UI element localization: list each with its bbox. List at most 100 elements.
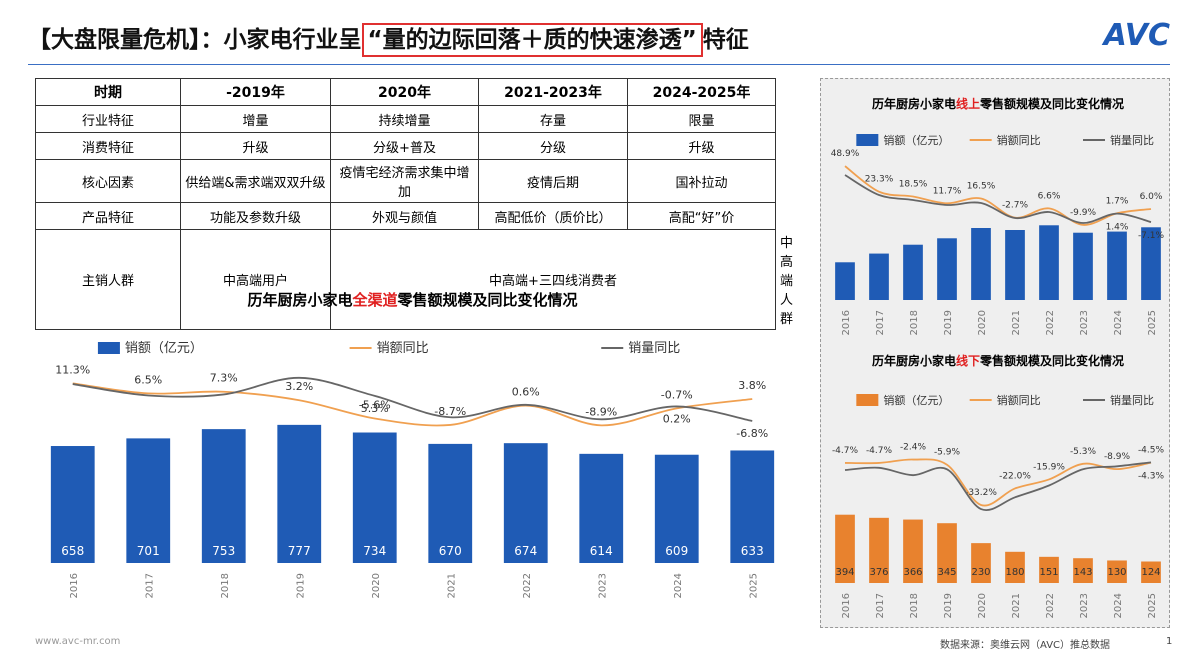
- table-cell: 分级: [478, 132, 628, 160]
- bar: [428, 443, 473, 563]
- x-tick-label: 2023: [1079, 593, 1090, 618]
- bar: [835, 262, 855, 300]
- bar-value-label: 130: [1107, 567, 1126, 578]
- bar: [201, 429, 246, 563]
- slide-title: 【大盘限量危机】：小家电行业呈 “量的边际回落＋质的快速渗透” 特征: [28, 20, 749, 57]
- x-tick-label: 2016: [841, 310, 852, 335]
- bar-value-label: 366: [903, 567, 922, 578]
- header-cell: 2024-2025年: [627, 78, 776, 106]
- legend-label: 销额（亿元）: [125, 341, 203, 356]
- footer-site: www.avc-mr.com: [35, 636, 121, 647]
- chart-title: 历年厨房小家电线上零售额规模及同比变化情况: [872, 96, 1124, 111]
- line-value-label: -5.9%: [934, 448, 961, 458]
- table-cell: 中高端用户: [180, 229, 331, 330]
- chart-title: 历年厨房小家电全渠道零售额规模及同比变化情况: [247, 291, 577, 309]
- chart-title: 历年厨房小家电线下零售额规模及同比变化情况: [872, 353, 1124, 368]
- x-tick-label: 2025: [1147, 310, 1158, 335]
- title-part: 零售额规模及同比变化情况: [979, 96, 1124, 111]
- bar: [352, 432, 397, 563]
- bar: [1073, 558, 1093, 583]
- line-value-label: 6.6%: [1038, 191, 1061, 201]
- x-tick-label: 2022: [1045, 310, 1056, 335]
- x-tick-label: 2019: [943, 593, 954, 618]
- bar-value-label: 734: [363, 544, 386, 558]
- legend-label: 销额同比: [997, 133, 1041, 147]
- bar: [1141, 227, 1161, 300]
- bar-value-label: 701: [137, 544, 160, 558]
- title-part: 全渠道: [351, 291, 397, 309]
- table-cell: 分级+普及: [330, 132, 479, 160]
- bar: [1039, 556, 1059, 583]
- x-tick-label: 2017: [875, 593, 886, 618]
- line-value-label: -4.5%: [1138, 446, 1165, 456]
- legend-label: 销量同比: [628, 341, 680, 356]
- bar-value-label: 345: [937, 567, 956, 578]
- bar: [971, 543, 991, 583]
- line-value-label: 0.2%: [663, 412, 691, 425]
- line-series: [844, 458, 1152, 507]
- bar-value-label: 777: [288, 544, 311, 558]
- x-tick-label: 2022: [522, 573, 533, 598]
- legend-swatch: [856, 134, 879, 146]
- line-value-label: 1.4%: [1106, 223, 1129, 233]
- legend-label: 销额同比: [377, 341, 429, 356]
- title-part: 零售额规模及同比变化情况: [979, 353, 1124, 368]
- table-cell: 疫情后期: [478, 159, 628, 203]
- x-tick-label: 2025: [1147, 593, 1158, 618]
- page-number: 1: [1166, 636, 1173, 647]
- line-value-label: -8.9%: [1104, 452, 1131, 462]
- line-value-label: -15.9%: [1033, 462, 1065, 472]
- line-value-label: 3.2%: [285, 380, 313, 393]
- line-value-label: -22.0%: [999, 471, 1031, 481]
- bar: [1073, 232, 1093, 300]
- table-cell: 持续增量: [330, 105, 479, 133]
- line-value-label: 16.5%: [967, 182, 996, 192]
- x-tick-label: 2024: [673, 573, 684, 598]
- bar-value-label: 633: [741, 544, 764, 558]
- table-cell: 中高端+三四线消费者: [330, 229, 776, 330]
- bar: [903, 519, 923, 583]
- x-tick-label: 2018: [909, 310, 920, 335]
- x-tick-label: 2018: [220, 573, 231, 598]
- line-value-label: -0.7%: [661, 388, 693, 401]
- bar-value-label: 609: [665, 544, 688, 558]
- bar: [835, 514, 855, 583]
- x-tick-label: 2023: [1079, 310, 1090, 335]
- line-value-label: -2.4%: [900, 443, 927, 453]
- line-value-label: -5.6%: [359, 398, 391, 411]
- bar: [1005, 230, 1025, 300]
- x-tick-label: 2021: [446, 573, 457, 598]
- x-tick-label: 2022: [1045, 593, 1056, 618]
- title-highlight: “量的边际回落＋质的快速渗透”: [361, 23, 703, 57]
- bar: [730, 450, 775, 563]
- bar: [579, 453, 624, 563]
- line-series: [72, 376, 753, 422]
- table-row: 主销人群 中高端用户 中高端+三四线消费者 中高端人群: [35, 229, 793, 330]
- line-value-label: -4.7%: [866, 446, 893, 456]
- header-cell: 2021-2023年: [478, 78, 628, 106]
- line-value-label: 0.6%: [512, 386, 540, 399]
- table-row: 行业特征 增量 持续增量 存量 限量: [35, 105, 776, 133]
- line-value-label: -4.3%: [1138, 471, 1165, 481]
- x-tick-label: 2023: [597, 573, 608, 598]
- x-tick-label: 2024: [1113, 593, 1124, 618]
- footer-source: 数据来源：奥维云网（AVC）推总数据: [940, 640, 1111, 651]
- x-tick-label: 2024: [1113, 310, 1124, 335]
- legend-label: 销量同比: [1110, 393, 1154, 407]
- x-tick-label: 2017: [144, 573, 155, 598]
- line-value-label: -7.1%: [1138, 231, 1165, 241]
- x-tick-label: 2021: [1011, 310, 1022, 335]
- table-header-row: 时期 -2019年 2020年 2021-2023年 2024-2025年: [35, 78, 776, 106]
- bar: [1107, 560, 1127, 583]
- bar-value-label: 753: [212, 544, 235, 558]
- title-part: 线下: [956, 353, 980, 368]
- bar-value-label: 180: [1005, 567, 1024, 578]
- bar: [971, 228, 991, 300]
- legend-swatch: [856, 394, 879, 406]
- line-value-label: 6.0%: [1140, 192, 1163, 202]
- line-series: [844, 174, 1152, 224]
- x-tick-label: 2025: [748, 573, 759, 598]
- title-part: 历年厨房小家电: [872, 96, 956, 111]
- legend-label: 销量同比: [1110, 133, 1154, 147]
